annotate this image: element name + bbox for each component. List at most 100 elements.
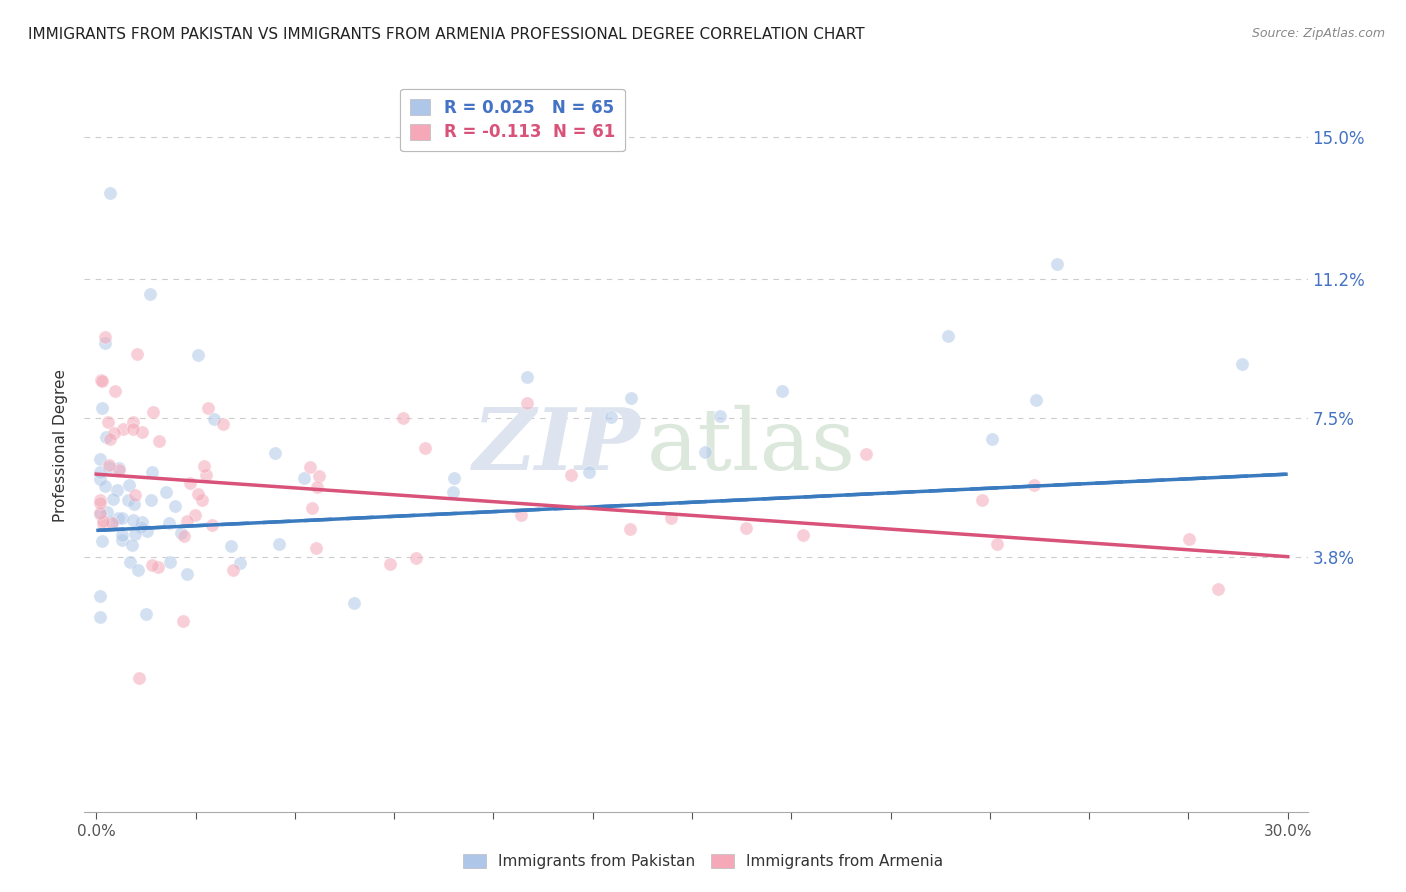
Point	[96, 504, 118, 518]
Point	[90, 374, 112, 388]
Point	[111, 528, 134, 542]
Point	[193, 459, 215, 474]
Point	[693, 445, 716, 459]
Point	[212, 417, 235, 431]
Point	[599, 409, 621, 424]
Point	[1178, 532, 1201, 546]
Point	[509, 508, 531, 522]
Point	[172, 614, 194, 628]
Point	[292, 471, 315, 485]
Point	[117, 493, 139, 508]
Point	[148, 434, 170, 449]
Point	[413, 441, 436, 455]
Point	[163, 499, 186, 513]
Point	[135, 607, 157, 621]
Point	[98, 186, 121, 200]
Point	[141, 558, 163, 573]
Point	[90, 373, 112, 387]
Point	[89, 452, 111, 467]
Point	[157, 516, 180, 531]
Point	[121, 421, 143, 435]
Point	[93, 478, 115, 492]
Y-axis label: Professional Degree: Professional Degree	[53, 369, 69, 523]
Point	[155, 485, 177, 500]
Point	[305, 541, 328, 556]
Point	[122, 497, 145, 511]
Point	[184, 508, 207, 522]
Point	[176, 566, 198, 581]
Point	[101, 491, 124, 506]
Point	[222, 563, 245, 577]
Point	[118, 478, 141, 492]
Point	[111, 422, 134, 436]
Point	[131, 515, 153, 529]
Point	[443, 471, 465, 485]
Point	[179, 475, 201, 490]
Point	[1230, 357, 1253, 371]
Point	[187, 348, 209, 362]
Point	[101, 516, 124, 530]
Point	[1206, 582, 1229, 596]
Point	[392, 410, 415, 425]
Point	[121, 538, 143, 552]
Point	[170, 526, 193, 541]
Point	[936, 328, 959, 343]
Text: atlas: atlas	[647, 404, 856, 488]
Point	[197, 401, 219, 415]
Point	[125, 347, 148, 361]
Point	[104, 384, 127, 398]
Point	[103, 425, 125, 440]
Point	[308, 469, 330, 483]
Point	[1046, 257, 1069, 271]
Point	[89, 507, 111, 521]
Point	[89, 496, 111, 510]
Point	[89, 493, 111, 508]
Point	[124, 526, 146, 541]
Point	[620, 391, 643, 405]
Point	[792, 527, 814, 541]
Point	[97, 415, 120, 429]
Point	[187, 487, 209, 501]
Point	[191, 493, 214, 508]
Point	[194, 467, 217, 482]
Point	[770, 384, 793, 398]
Point	[176, 514, 198, 528]
Point	[229, 556, 252, 570]
Text: IMMIGRANTS FROM PAKISTAN VS IMMIGRANTS FROM ARMENIA PROFESSIONAL DEGREE CORRELAT: IMMIGRANTS FROM PAKISTAN VS IMMIGRANTS F…	[28, 27, 865, 42]
Point	[578, 465, 600, 479]
Point	[111, 533, 134, 547]
Point	[93, 335, 115, 350]
Point	[659, 511, 682, 525]
Point	[108, 460, 131, 475]
Point	[139, 287, 162, 301]
Point	[96, 429, 118, 443]
Point	[89, 609, 111, 624]
Point	[619, 523, 641, 537]
Point	[1024, 477, 1046, 491]
Point	[441, 484, 464, 499]
Point	[91, 401, 114, 416]
Point	[122, 415, 145, 429]
Text: Source: ZipAtlas.com: Source: ZipAtlas.com	[1251, 27, 1385, 40]
Point	[129, 520, 152, 534]
Point	[202, 411, 225, 425]
Point	[301, 500, 323, 515]
Point	[970, 493, 993, 508]
Point	[98, 458, 121, 472]
Point	[128, 671, 150, 685]
Point	[124, 488, 146, 502]
Point	[141, 492, 163, 507]
Point	[269, 537, 291, 551]
Point	[516, 369, 538, 384]
Point	[91, 534, 114, 549]
Point	[108, 463, 131, 477]
Point	[516, 396, 538, 410]
Point	[107, 511, 129, 525]
Point	[89, 472, 111, 486]
Point	[91, 514, 114, 528]
Point	[986, 537, 1008, 551]
Point	[122, 513, 145, 527]
Point	[173, 528, 195, 542]
Point	[136, 524, 159, 538]
Point	[89, 589, 111, 603]
